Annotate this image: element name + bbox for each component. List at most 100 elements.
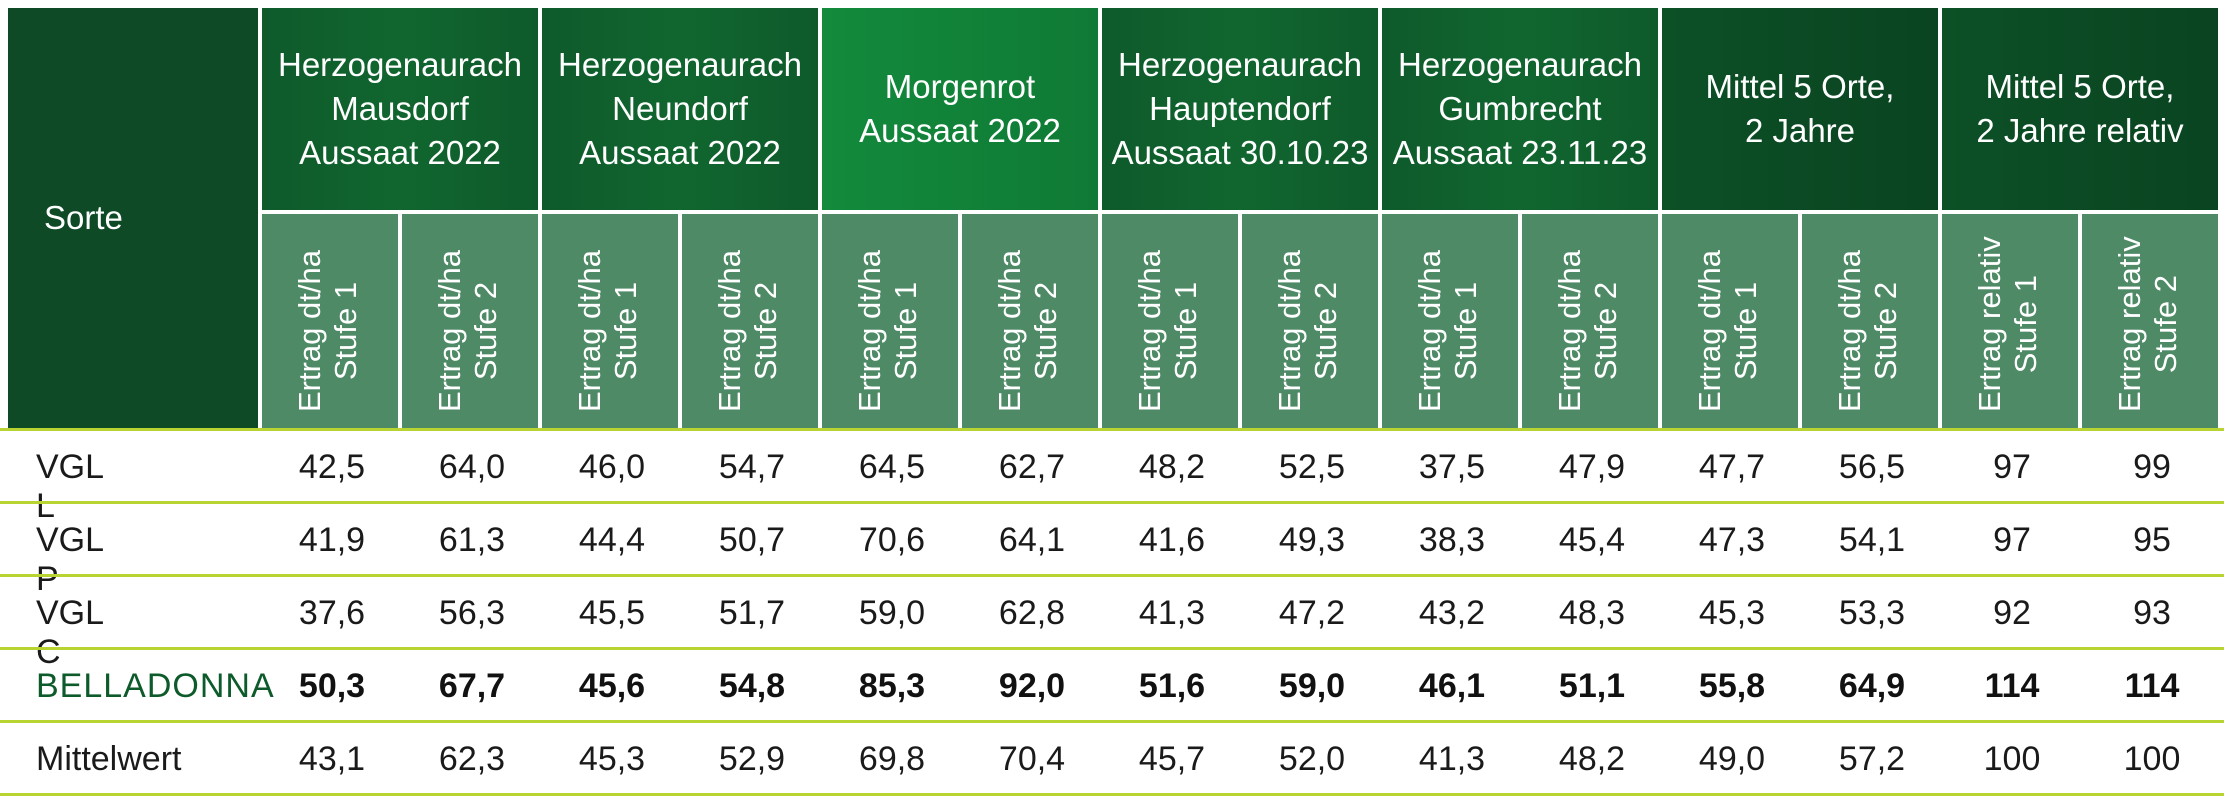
table-cell: 69,8: [858, 740, 926, 778]
table-cell: 62,7: [998, 448, 1066, 486]
sub-header-label: Ertrag relativ Stufe 2: [2112, 236, 2183, 412]
table-cell: 41,6: [1138, 521, 1206, 559]
table-cell: 51,7: [718, 594, 786, 632]
table-cell: 54,8: [718, 667, 786, 705]
table-cell: 37,5: [1418, 448, 1486, 486]
sub-header-label: Ertrag dt/ha Stufe 2: [1832, 250, 1903, 412]
header-bottom-line: [0, 428, 2224, 431]
row-separator: [0, 793, 2224, 796]
group-header-7: Mittel 5 Orte, 2 Jahre relativ: [1942, 8, 2218, 210]
table-cell: 55,8: [1698, 667, 1766, 705]
group-header-5: Herzogenaurach Gumbrecht Aussaat 23.11.2…: [1382, 8, 1658, 210]
sub-header-13: Ertrag relativ Stufe 1: [1942, 214, 2078, 428]
sub-header-label: Ertrag dt/ha Stufe 2: [432, 250, 503, 412]
table-cell: 54,7: [718, 448, 786, 486]
sub-header-label: Ertrag dt/ha Stufe 2: [712, 250, 783, 412]
table-cell: 49,0: [1698, 740, 1766, 778]
group-header-4: Herzogenaurach Hauptendorf Aussaat 30.10…: [1102, 8, 1378, 210]
sub-header-3: Ertrag dt/ha Stufe 1: [542, 214, 678, 428]
table-cell: 48,2: [1138, 448, 1206, 486]
table-cell: 52,9: [718, 740, 786, 778]
table-cell: 51,6: [1138, 667, 1206, 705]
table-cell: 43,1: [298, 740, 366, 778]
table-cell: 62,8: [998, 594, 1066, 632]
table-cell: 53,3: [1838, 594, 1906, 632]
table-cell: 114: [2124, 667, 2180, 705]
sub-header-2: Ertrag dt/ha Stufe 2: [402, 214, 538, 428]
table-cell: 93: [2133, 594, 2171, 632]
sub-header-6: Ertrag dt/ha Stufe 2: [962, 214, 1098, 428]
table-cell: 99: [2133, 448, 2171, 486]
sub-header-11: Ertrag dt/ha Stufe 1: [1662, 214, 1798, 428]
table-cell: 70,6: [858, 521, 926, 559]
table-cell: 47,2: [1278, 594, 1346, 632]
row-label: VGL L: [36, 448, 103, 525]
sub-header-5: Ertrag dt/ha Stufe 1: [822, 214, 958, 428]
table-cell: 50,7: [718, 521, 786, 559]
row-label: VGL P: [36, 521, 103, 598]
table-cell: 114: [1984, 667, 2040, 705]
table-cell: 64,1: [998, 521, 1066, 559]
table-cell: 64,0: [438, 448, 506, 486]
table-cell: 52,5: [1278, 448, 1346, 486]
table-cell: 100: [2123, 740, 2181, 778]
sub-header-label: Ertrag dt/ha Stufe 2: [992, 250, 1063, 412]
sub-header-label: Ertrag dt/ha Stufe 1: [1412, 250, 1483, 412]
table-cell: 70,4: [998, 740, 1066, 778]
group-header-2: Herzogenaurach Neundorf Aussaat 2022: [542, 8, 818, 210]
sub-header-label: Ertrag dt/ha Stufe 1: [852, 250, 923, 412]
table-cell: 100: [1983, 740, 2041, 778]
table-cell: 59,0: [1278, 667, 1346, 705]
table-cell: 56,3: [438, 594, 506, 632]
sub-header-1: Ertrag dt/ha Stufe 1: [262, 214, 398, 428]
sub-header-label: Ertrag dt/ha Stufe 2: [1272, 250, 1343, 412]
row-separator: [0, 720, 2224, 723]
row-separator: [0, 574, 2224, 577]
table-cell: 46,1: [1418, 667, 1486, 705]
row-label: BELLADONNA: [36, 667, 275, 705]
table-cell: 54,1: [1838, 521, 1906, 559]
table-cell: 41,9: [298, 521, 366, 559]
table-cell: 59,0: [858, 594, 926, 632]
table-cell: 56,5: [1838, 448, 1906, 486]
sub-header-label: Ertrag relativ Stufe 1: [1972, 236, 2043, 412]
row-label: Mittelwert: [36, 740, 182, 778]
group-header-1: Herzogenaurach Mausdorf Aussaat 2022: [262, 8, 538, 210]
row-separator: [0, 501, 2224, 504]
table-cell: 45,4: [1558, 521, 1626, 559]
sub-header-9: Ertrag dt/ha Stufe 1: [1382, 214, 1518, 428]
table-cell: 45,3: [578, 740, 646, 778]
table-cell: 97: [1993, 448, 2031, 486]
table-cell: 38,3: [1418, 521, 1486, 559]
table-cell: 45,3: [1698, 594, 1766, 632]
table-cell: 47,7: [1698, 448, 1766, 486]
table-cell: 49,3: [1278, 521, 1346, 559]
table-cell: 50,3: [298, 667, 366, 705]
table-cell: 92,0: [998, 667, 1066, 705]
table-cell: 42,5: [298, 448, 366, 486]
sub-header-label: Ertrag dt/ha Stufe 1: [1692, 250, 1763, 412]
table-cell: 37,6: [298, 594, 366, 632]
table-cell: 48,3: [1558, 594, 1626, 632]
table-cell: 47,3: [1698, 521, 1766, 559]
corner-header-sorte: Sorte: [8, 8, 258, 428]
group-header-3: Morgenrot Aussaat 2022: [822, 8, 1098, 210]
table-cell: 52,0: [1278, 740, 1346, 778]
table-cell: 97: [1993, 521, 2031, 559]
sub-header-7: Ertrag dt/ha Stufe 1: [1102, 214, 1238, 428]
table-cell: 44,4: [578, 521, 646, 559]
table-cell: 67,7: [438, 667, 506, 705]
table-cell: 45,5: [578, 594, 646, 632]
sub-header-label: Ertrag dt/ha Stufe 1: [572, 250, 643, 412]
table-cell: 47,9: [1558, 448, 1626, 486]
table-cell: 43,2: [1418, 594, 1486, 632]
table-cell: 45,7: [1138, 740, 1206, 778]
table-cell: 92: [1993, 594, 2031, 632]
table-cell: 48,2: [1558, 740, 1626, 778]
sub-header-4: Ertrag dt/ha Stufe 2: [682, 214, 818, 428]
table-cell: 57,2: [1838, 740, 1906, 778]
table-cell: 45,6: [578, 667, 646, 705]
sub-header-10: Ertrag dt/ha Stufe 2: [1522, 214, 1658, 428]
table-cell: 41,3: [1418, 740, 1486, 778]
row-separator: [0, 647, 2224, 650]
